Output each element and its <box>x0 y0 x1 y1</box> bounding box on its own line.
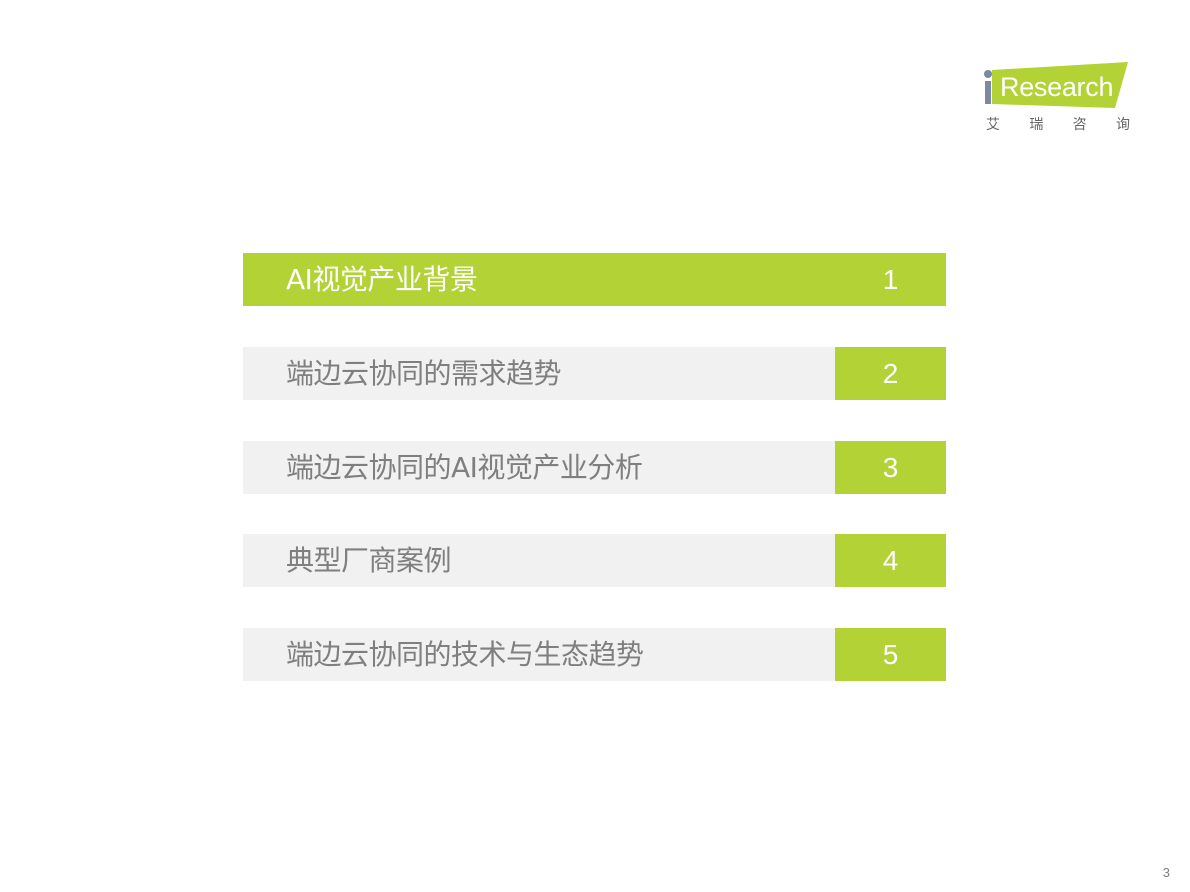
logo-brand-text: Research <box>1000 72 1114 102</box>
toc-item-label: AI视觉产业背景 <box>286 263 478 296</box>
toc-item-3[interactable]: 端边云协同的AI视觉产业分析 3 <box>243 441 946 494</box>
toc-item-2[interactable]: 端边云协同的需求趋势 2 <box>243 347 946 400</box>
logo-mark-icon <box>984 62 1128 108</box>
page-number: 3 <box>1162 865 1170 880</box>
iresearch-logo: Research 艾 瑞 咨 询 <box>980 62 1130 137</box>
logo-chinese-name: 艾 瑞 咨 询 <box>986 114 1130 134</box>
toc-item-number: 2 <box>835 347 946 400</box>
toc-item-number: 4 <box>835 534 946 587</box>
toc-item-label: 端边云协同的需求趋势 <box>286 357 562 390</box>
toc-item-4[interactable]: 典型厂商案例 4 <box>243 534 946 587</box>
toc-item-number: 5 <box>835 628 946 681</box>
logo-char: 艾 <box>986 117 1000 133</box>
logo-char: 询 <box>1115 117 1130 133</box>
toc-item-number: 1 <box>882 264 899 295</box>
toc-item-number: 3 <box>835 441 946 494</box>
toc-item-label: 典型厂商案例 <box>286 544 452 577</box>
logo-char: 咨 <box>1072 117 1087 133</box>
toc-item-label: 端边云协同的技术与生态趋势 <box>286 638 644 671</box>
toc-item-1[interactable]: AI视觉产业背景 1 <box>243 253 946 306</box>
toc-item-5[interactable]: 端边云协同的技术与生态趋势 5 <box>243 628 946 681</box>
toc-item-label: 端边云协同的AI视觉产业分析 <box>286 451 643 484</box>
logo-char: 瑞 <box>1029 117 1044 133</box>
